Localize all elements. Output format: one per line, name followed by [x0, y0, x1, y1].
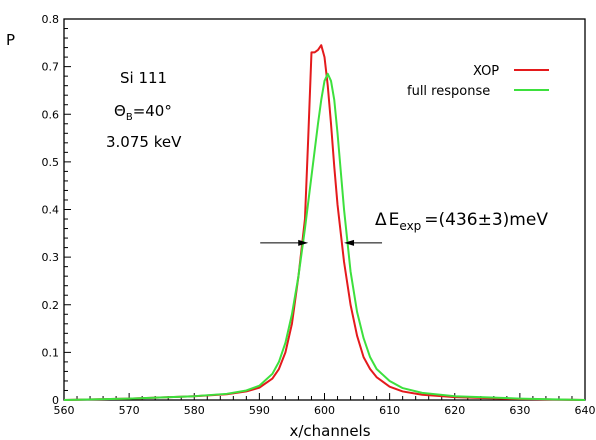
y-tick-label: 0.2 [42, 299, 60, 312]
y-tick-label: 0.4 [42, 204, 60, 217]
y-tick-label: 0.8 [42, 13, 60, 26]
fwhm-label: Δ Eexp =(436±3)meV [375, 210, 548, 233]
y-tick-label: 0 [52, 394, 59, 407]
data-series [63, 44, 586, 401]
energy-label: 3.075 keV [106, 133, 182, 151]
y-tick-label: 0.6 [42, 108, 60, 121]
bragg-angle-value: =40° [133, 102, 172, 120]
fwhm-delta: Δ [375, 210, 387, 230]
bragg-angle-symbol: Θ [114, 102, 126, 120]
x-tick-label: 620 [444, 404, 465, 417]
legend-label-full-response: full response [407, 84, 490, 99]
y-tick-label: 0.3 [42, 251, 60, 264]
tick-labels: 560 570 580 590 600 610 620 630 640 0 0.1 0.2 0.3 0.4… [42, 13, 596, 417]
fwhm-arrowhead-left [298, 239, 309, 246]
x-tick-label: 590 [249, 404, 270, 417]
measurement-info: Si 111 ΘB=40° 3.075 keV [106, 69, 182, 151]
legend: XOP full response [407, 64, 549, 99]
legend-label-xop: XOP [473, 64, 499, 79]
y-axis-label: P [6, 31, 15, 49]
y-tick-label: 0.5 [42, 156, 60, 169]
x-tick-label: 570 [119, 404, 140, 417]
x-tick-label: 580 [184, 404, 205, 417]
y-tick-label: 0.7 [42, 61, 60, 74]
y-tick-label: 0.1 [42, 346, 60, 359]
fwhm-arrowhead-right [344, 239, 355, 246]
x-tick-label: 640 [575, 404, 596, 417]
fwhm-annotation: Δ Eexp =(436±3)meV [260, 210, 548, 246]
x-tick-label: 560 [54, 404, 75, 417]
fwhm-subscript: exp [399, 219, 421, 233]
xop-curve [63, 44, 586, 401]
crystal-label: Si 111 [120, 69, 167, 87]
x-tick-label: 600 [314, 404, 335, 417]
bragg-angle-label: ΘB=40° [114, 102, 172, 123]
fwhm-e: E [389, 210, 400, 230]
x-tick-label: 630 [509, 404, 530, 417]
x-tick-label: 610 [379, 404, 400, 417]
bragg-angle-subscript: B [126, 112, 133, 123]
full-response-curve [63, 72, 586, 401]
x-axis-label: x/channels [289, 422, 370, 440]
fwhm-value: =(436±3)meV [424, 210, 548, 230]
